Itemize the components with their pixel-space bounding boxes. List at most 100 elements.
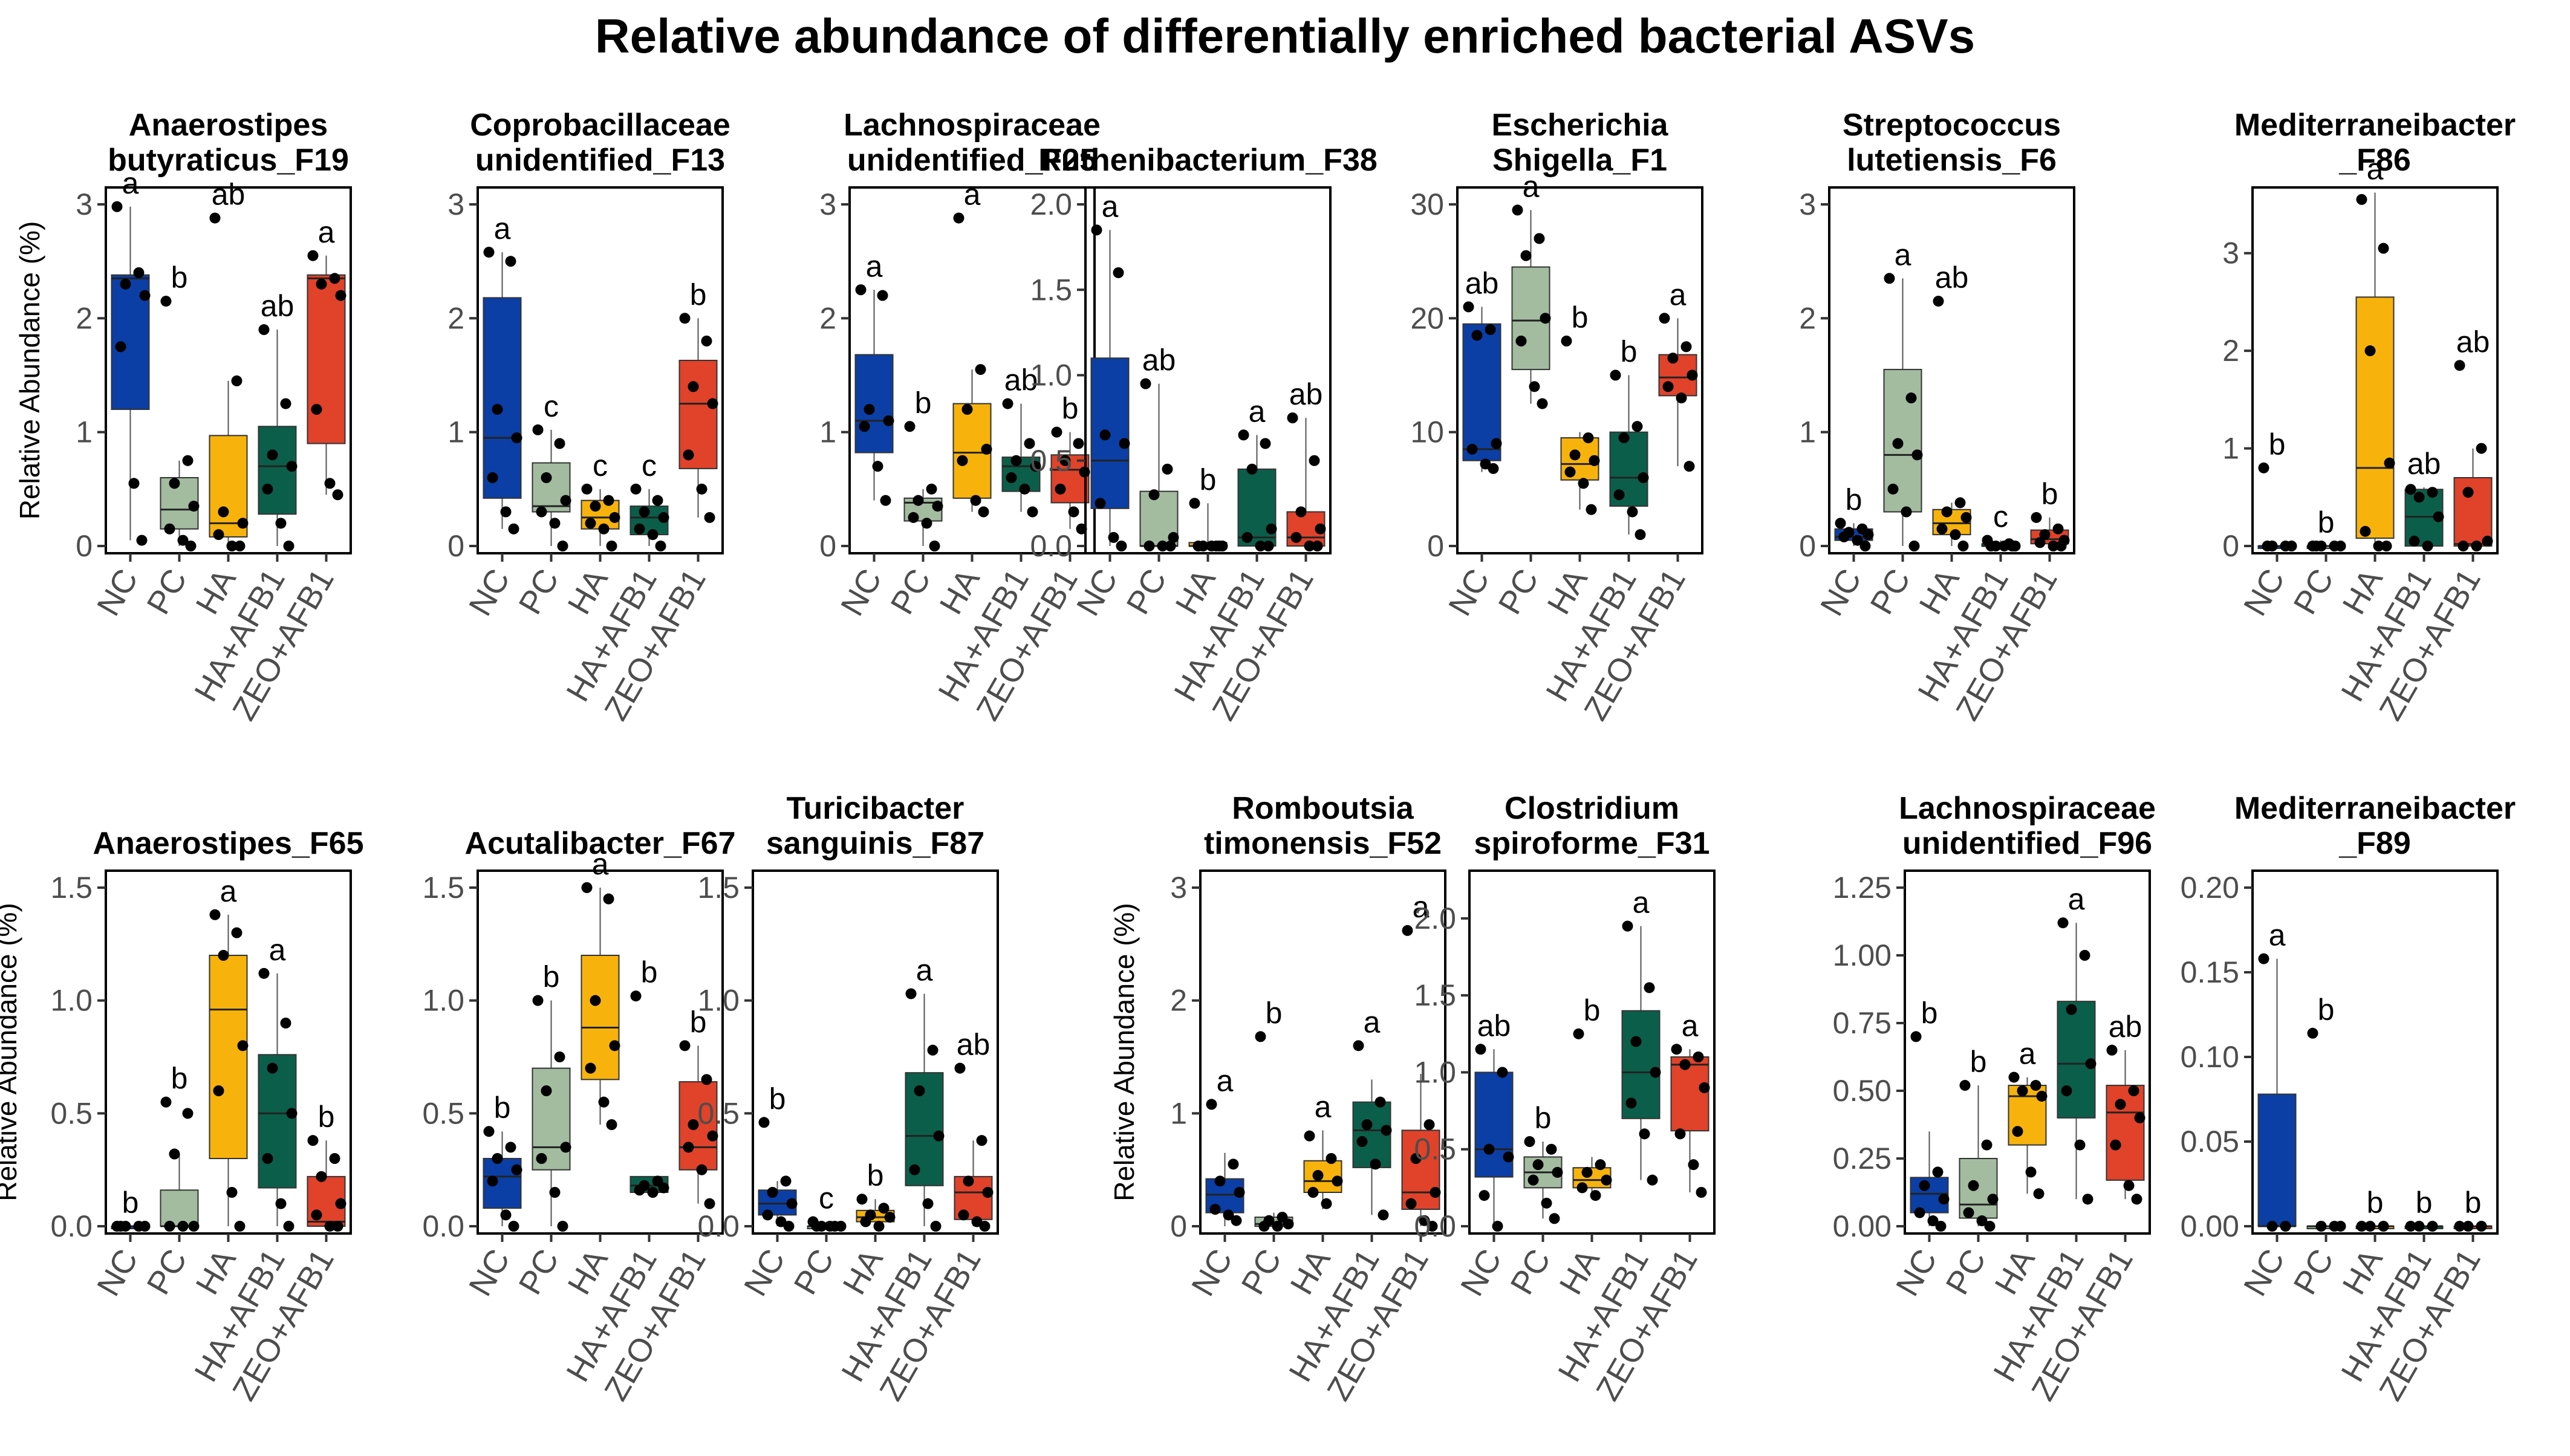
data-point [2033, 1188, 2045, 1200]
data-point [1618, 432, 1630, 444]
y-tick-label: 0 [447, 529, 464, 563]
significance-letter: a [1217, 1064, 1234, 1097]
x-tick-label: PC [1939, 1243, 1993, 1301]
y-tick-label: 3 [1170, 871, 1187, 905]
data-point [1209, 1204, 1221, 1215]
data-point [335, 1198, 346, 1209]
data-point [267, 449, 278, 461]
significance-letter: b [1970, 1045, 1987, 1079]
data-point [1911, 449, 1923, 461]
data-point [1370, 1159, 1381, 1170]
significance-letter: b [1062, 392, 1079, 426]
data-point [169, 1148, 180, 1160]
panel-title: Romboutsia [1232, 791, 1414, 826]
data-point [1852, 535, 1863, 546]
significance-letter: ab [1142, 343, 1176, 377]
data-point [1932, 1166, 1944, 1178]
significance-letter: b [2318, 993, 2335, 1027]
data-point [835, 1221, 847, 1232]
data-point [630, 990, 642, 1002]
data-point [762, 1209, 773, 1221]
data-point [1260, 438, 1271, 449]
data-point [932, 501, 943, 512]
data-point [1549, 1213, 1560, 1224]
y-tick-label: 1.5 [697, 871, 740, 905]
significance-letter: b [690, 1005, 707, 1039]
significance-letter: a [122, 166, 139, 200]
data-point [311, 1209, 322, 1221]
significance-letter: a [2269, 918, 2286, 952]
data-point [2131, 1194, 2142, 1205]
data-point [2057, 917, 2069, 929]
data-point [2315, 1221, 2327, 1232]
data-point [758, 1117, 770, 1128]
data-point [603, 495, 614, 506]
data-point [2123, 1180, 2135, 1191]
data-point [1497, 1067, 1508, 1078]
data-point [226, 541, 238, 551]
data-point [2433, 511, 2444, 522]
significance-letter: b [171, 1062, 188, 1096]
data-point [927, 1044, 939, 1056]
data-point [1192, 541, 1204, 551]
data-point [332, 489, 343, 501]
data-point [2258, 462, 2269, 473]
data-point [609, 512, 620, 523]
data-point [976, 1135, 987, 1146]
data-point [2082, 1194, 2093, 1205]
data-point [581, 882, 593, 893]
data-point [2006, 541, 2018, 551]
data-point [1564, 466, 1576, 478]
data-point [1583, 432, 1594, 444]
significance-letter: a [1315, 1090, 1332, 1123]
data-point [1515, 336, 1527, 346]
y-tick-label: 3 [2222, 236, 2239, 270]
data-point [1312, 541, 1323, 551]
data-point [505, 256, 516, 267]
data-point [2378, 242, 2389, 254]
data-point [532, 424, 544, 435]
data-point [1999, 541, 2010, 551]
data-point [1051, 426, 1062, 438]
data-point [2405, 484, 2416, 495]
data-point [1520, 250, 1532, 261]
data-point [873, 1221, 885, 1232]
data-point [1927, 1215, 1939, 1227]
y-tick-label: 0 [2222, 529, 2239, 563]
data-point [1581, 1166, 1593, 1178]
data-point [1684, 461, 1695, 472]
data-point [2476, 443, 2487, 454]
y-tick-label: 0.0 [697, 1209, 740, 1243]
data-point [1680, 341, 1692, 353]
data-point [982, 1187, 994, 1198]
data-point [859, 421, 870, 432]
y-tick-label: 1.5 [50, 871, 93, 905]
data-point [701, 1074, 712, 1085]
data-point [683, 1142, 694, 1153]
box [2355, 296, 2395, 539]
data-point [164, 523, 175, 535]
significance-letter: a [2068, 882, 2085, 916]
panel-title: Mediterraneibacter [2234, 108, 2516, 143]
y-tick-label: 0.50 [1833, 1074, 1892, 1108]
data-point [1374, 1096, 1386, 1108]
data-point [2360, 525, 2371, 537]
box [160, 1189, 199, 1227]
y-tick-label: 3 [447, 187, 464, 221]
data-point [2454, 360, 2465, 371]
significance-letter: b [2416, 1186, 2433, 1220]
data-point [1667, 353, 1679, 364]
data-point [115, 341, 126, 353]
data-point [2036, 1090, 2048, 1102]
data-point [877, 290, 888, 301]
data-point [2413, 492, 2425, 503]
data-point [655, 541, 666, 551]
data-point [218, 950, 229, 961]
data-point [2258, 953, 2269, 964]
y-tick-label: 0.00 [2181, 1209, 2239, 1243]
data-point [307, 250, 319, 261]
data-point [913, 495, 924, 506]
data-point [1479, 1190, 1490, 1201]
